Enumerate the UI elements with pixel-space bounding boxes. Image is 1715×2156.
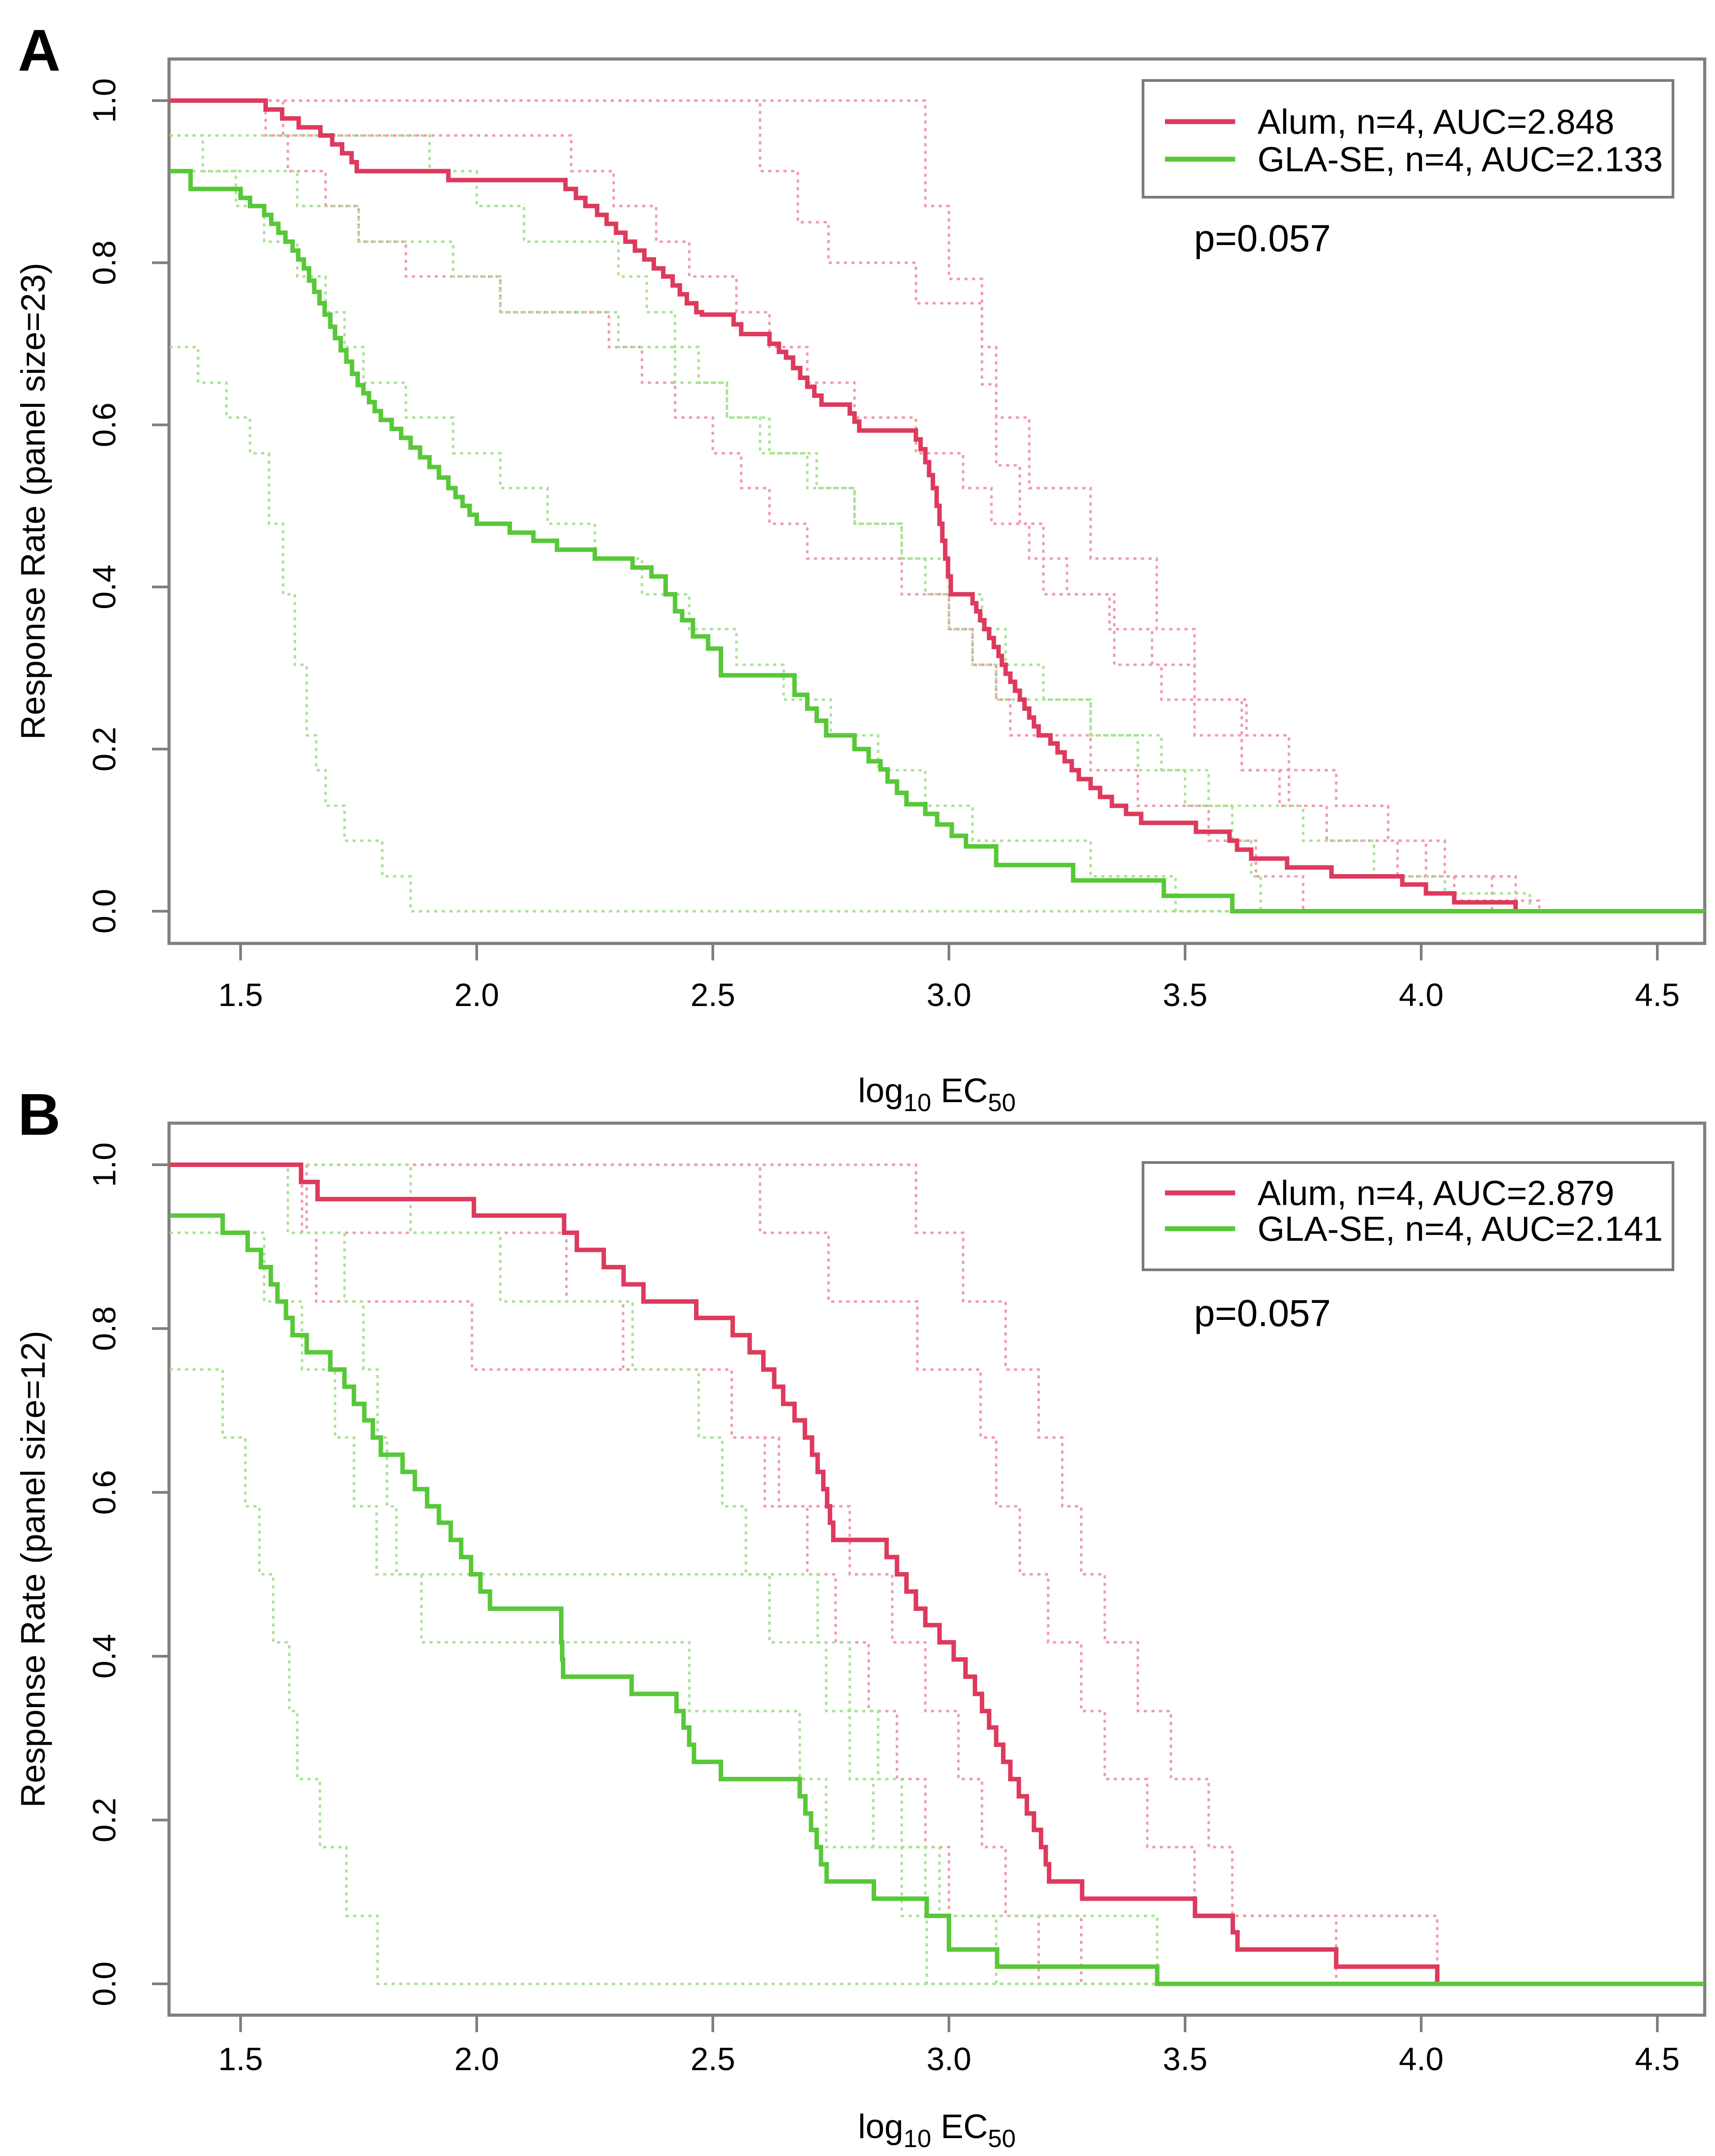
x-axis-label-ec: EC (931, 2108, 988, 2146)
legend-entry-label: GLA-SE, n=4, AUC=2.133 (1258, 140, 1663, 179)
y-tick-label: 0.4 (87, 1634, 123, 1678)
x-tick-label: 3.5 (1163, 2042, 1207, 2077)
y-tick-label: 0.8 (87, 241, 123, 285)
x-axis-label-sub50: 50 (988, 1088, 1016, 1116)
x-tick-label: 1.5 (218, 2042, 263, 2077)
mean-series-gla-se-mean (169, 169, 1705, 913)
y-tick-label: 0.8 (87, 1306, 123, 1351)
x-tick-label: 1.5 (218, 977, 263, 1013)
plot-box (167, 1121, 1707, 2017)
dotted-series-alum-individual-3 (169, 1163, 1705, 1985)
p-value-annotation: p=0.057 (1194, 217, 1331, 259)
x-axis-label-log: log (858, 1072, 903, 1110)
x-tick-label: 3.0 (927, 977, 971, 1013)
legend-entry-label: Alum, n=4, AUC=2.848 (1258, 102, 1614, 141)
y-tick-label: 1.0 (87, 78, 123, 123)
dotted-series-gla-se-individual-1 (169, 1368, 1705, 1985)
dotted-series-gla-se-individual-4 (169, 169, 1705, 913)
plot-box (167, 57, 1707, 945)
dotted-series-alum-individual-3 (169, 99, 1705, 913)
panel-label-a: A (18, 17, 60, 83)
y-tick-label: 0.6 (87, 402, 123, 447)
dotted-series-gla-se-individual-4 (169, 1231, 1705, 1985)
x-axis-label-sub10: 10 (903, 1088, 931, 1116)
x-axis-label: log10 EC50 (858, 2108, 1016, 2152)
x-axis-label-log: log (858, 2108, 903, 2146)
dotted-series-alum-individual-4 (169, 99, 1705, 913)
y-tick-label: 0.2 (87, 727, 123, 771)
x-tick-label: 3.0 (927, 2042, 971, 2077)
x-axis-label-sub10: 10 (903, 2124, 931, 2152)
x-tick-label: 4.5 (1635, 2042, 1680, 2077)
x-tick-label: 4.0 (1399, 977, 1444, 1013)
x-tick-label: 2.0 (454, 2042, 499, 2077)
panel-b-chart: 1.5 2.0 2.5 3.0 3.5 4.0 4.5 0.0 0.2 0.4 0.6 0.8 1.0 R… (14, 1082, 1707, 2152)
x-tick-label: 2.5 (690, 977, 735, 1013)
dotted-series-alum-individual-1 (169, 1163, 1705, 1985)
dotted-series-gla-se-individual-1 (169, 346, 1705, 913)
mean-series-alum-mean (169, 98, 1705, 913)
y-tick-label: 0.0 (87, 1962, 123, 2006)
mean-series-alum-mean (169, 1163, 1705, 1986)
y-tick-label: 0.6 (87, 1470, 123, 1515)
x-tick-label: 2.0 (454, 977, 499, 1013)
dotted-series-gla-se-individual-2 (169, 134, 1705, 913)
x-axis-label: log10 EC50 (858, 1072, 1016, 1116)
y-axis-label: Response Rate (panel size=12) (14, 1331, 52, 1808)
panel-a-chart: 1.5 2.0 2.5 3.0 3.5 4.0 4.5 0.0 0.2 0.4 0.6 0.8 1.0 R… (14, 17, 1707, 1116)
y-tick-label: 0.4 (87, 565, 123, 609)
legend-box (1142, 1161, 1674, 1271)
panel-label-b: B (18, 1082, 60, 1147)
x-tick-label: 3.5 (1163, 977, 1207, 1013)
legend-box (1142, 79, 1674, 199)
dotted-series-gla-se-individual-3 (169, 134, 1705, 913)
x-tick-label: 2.5 (690, 2042, 735, 2077)
y-tick-label: 0.2 (87, 1798, 123, 1843)
x-axis-label-sub50: 50 (988, 2124, 1016, 2152)
x-tick-label: 4.5 (1635, 977, 1680, 1013)
x-tick-label: 4.0 (1399, 2042, 1444, 2077)
p-value-annotation: p=0.057 (1194, 1292, 1331, 1334)
x-axis-label-ec: EC (931, 1072, 988, 1110)
y-tick-label: 1.0 (87, 1142, 123, 1187)
y-tick-label: 0.0 (87, 889, 123, 934)
mean-series-gla-se-mean (169, 1213, 1705, 1986)
legend-entry-label: Alum, n=4, AUC=2.879 (1258, 1173, 1614, 1213)
legend-entry-label: GLA-SE, n=4, AUC=2.141 (1258, 1209, 1663, 1248)
y-axis-label: Response Rate (panel size=23) (14, 263, 52, 740)
